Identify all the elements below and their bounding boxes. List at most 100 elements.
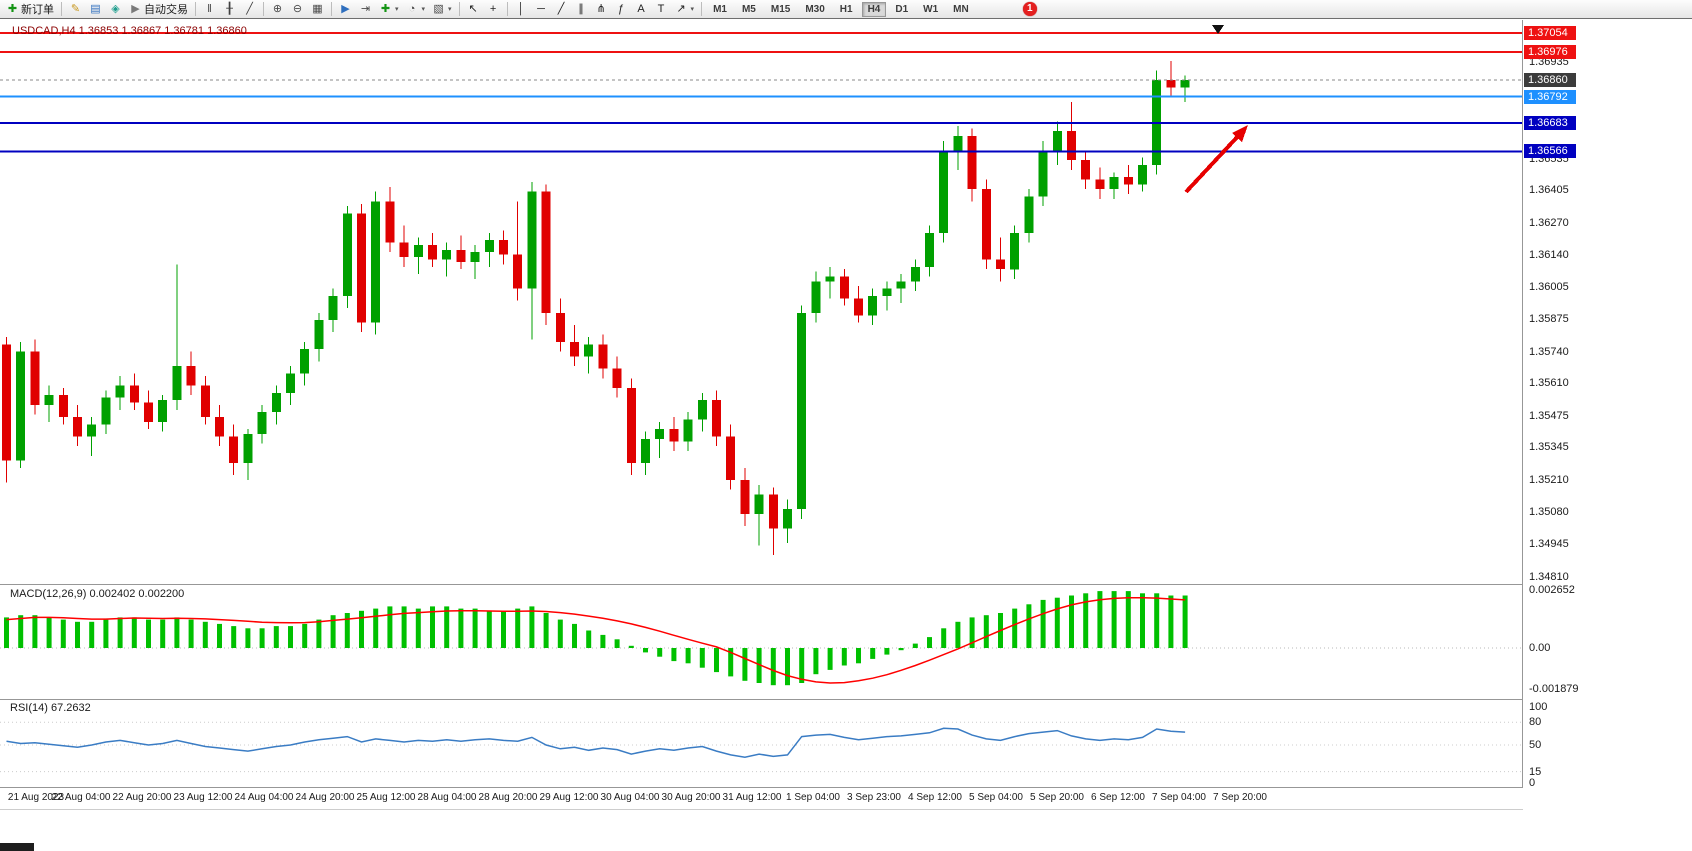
timeframe-h1-button[interactable]: H1 [839,3,853,15]
templates-button[interactable]: ▧ ▾ [429,1,455,18]
chart-shift-icon: ⇥ [360,3,371,15]
price-tick: 1.36140 [1529,248,1569,261]
timeframe-m15-button[interactable]: M15 [770,3,791,15]
periods-icon: ◔ [408,3,416,15]
price-axis[interactable]: 1.36935 1.36535 1.36405 1.36270 1.36140 1.360… [1523,0,1692,851]
channel-button[interactable]: ∥ [572,1,591,18]
price-tick: 1.35610 [1529,377,1569,390]
macd-tick: 0.00 [1529,642,1551,654]
text-label-icon: T [657,3,665,15]
time-label: 21 Aug 2023 [7,792,65,803]
new-order-icon: ✚ [7,3,18,15]
market-watch-button[interactable]: ▤ [86,1,105,18]
crosshair-button[interactable]: + [484,1,503,18]
dropdown-caret-icon[interactable]: ▾ [690,6,695,13]
zoom-out-button[interactable]: ⊖ [288,1,307,18]
price-tick: 1.36405 [1529,184,1569,197]
price-tick: 1.35475 [1529,409,1569,422]
market-watch-icon: ▤ [90,3,101,15]
dropdown-caret-icon[interactable]: ▾ [421,6,426,13]
bar-chart-button[interactable]: ‖ [200,1,219,18]
toolbar-separator [331,2,332,16]
main-chart[interactable] [0,20,1522,585]
rsi-tick: 15 [1529,765,1542,778]
price-tick: 1.36270 [1529,217,1569,230]
rsi-indicator-label: RSI(14) 67.2632 [10,702,91,714]
price-tick: 1.35875 [1529,312,1569,325]
candlestick-chart-button[interactable]: ╂ [220,1,239,18]
macd-panel-chart[interactable] [0,585,1522,700]
vertical-line-button[interactable]: │ [512,1,531,18]
indicators-icon: ✚ [380,3,391,15]
time-label: 24 Aug 20:00 [295,792,355,803]
price-tick: 1.34810 [1529,570,1569,583]
zoom-in-button[interactable]: ⊕ [268,1,287,18]
notification-badge[interactable]: 1 [1022,2,1037,16]
autoscroll-button[interactable]: ▶ [336,1,355,18]
price-badge-resistance-line: 1.37054 [1524,26,1576,41]
ohlc-bars-icon: ‖ [207,3,212,15]
line-chart-button[interactable]: ╱ [240,1,259,18]
autotrading-button-label: 自动交易 [144,4,188,16]
price-tick: 1.35080 [1529,505,1569,518]
dropdown-caret-icon[interactable]: ▾ [395,6,399,13]
tile-windows-button[interactable]: ▦ [308,1,327,18]
time-label: 23 Aug 12:00 [173,792,233,803]
new-order-button[interactable]: ✚ 新订单 [3,1,57,18]
toolbar-separator [458,2,460,16]
price-badge-current-price: 1.36860 [1524,73,1576,88]
horizontal-line-button[interactable]: ─ [532,1,551,18]
text-icon: A [637,3,645,15]
panel-separator[interactable] [0,699,1692,700]
time-label: 6 Sep 12:00 [1091,792,1145,803]
timeframe-m5-button[interactable]: M5 [741,3,756,15]
cursor-button[interactable]: ↖ [464,1,483,18]
navigator-icon: ◈ [111,3,120,15]
timeframe-d1-button[interactable]: D1 [895,3,909,15]
time-label: 22 Aug 04:00 [51,792,111,803]
chart-shift-button[interactable]: ⇥ [356,1,375,18]
metaeditor-icon: ✎ [70,3,81,15]
macd-tick: -0.001879 [1529,683,1579,696]
metaeditor-button[interactable]: ✎ [66,1,85,18]
panel-separator[interactable] [0,584,1692,585]
toolbar-separator [61,2,62,16]
timeframe-m30-button[interactable]: M30 [805,3,825,15]
price-tick: 1.34945 [1529,538,1569,551]
toolbar-separator [263,2,264,16]
timeframe-w1-button[interactable]: W1 [923,3,939,15]
macd-tick: 0.002652 [1529,584,1575,596]
arrows-button[interactable]: ↗ ▾ [672,1,698,18]
price-badge-resistance-line: 1.36976 [1524,45,1576,60]
indicators-button[interactable]: ✚ ▾ [376,1,402,18]
timeframe-h4-button[interactable]: H4 [861,1,887,17]
autotrading-button[interactable]: ▶ 自动交易 [126,1,191,18]
fibonacci-button[interactable]: ƒ [612,1,631,18]
trendline-button[interactable]: ╱ [552,1,571,18]
price-tick: 1.35740 [1529,345,1569,358]
time-label: 7 Sep 04:00 [1152,792,1206,803]
zoom-out-icon: ⊖ [292,3,303,15]
text-button[interactable]: A [632,1,651,18]
time-label: 28 Aug 20:00 [478,792,538,803]
line-chart-icon: ╱ [246,3,253,15]
time-label: 5 Sep 20:00 [1030,792,1084,803]
rsi-tick: 0 [1529,777,1536,789]
text-label-button[interactable]: T [652,1,671,18]
time-label: 5 Sep 04:00 [969,792,1023,803]
price-badge-level-line: 1.36683 [1524,116,1576,131]
dropdown-caret-icon[interactable]: ▾ [448,6,452,13]
pitchfork-button[interactable]: ⋔ [592,1,611,18]
window-resize-corner [0,843,34,851]
navigator-button[interactable]: ◈ [106,1,125,18]
periods-button[interactable]: ◔ ▾ [403,1,429,18]
timeframe-mn-button[interactable]: MN [953,3,969,15]
panel-separator [0,809,1692,810]
time-label: 7 Sep 20:00 [1213,792,1267,803]
panel-separator [0,787,1692,788]
price-badge-level-line: 1.36792 [1524,89,1576,104]
rsi-panel-chart[interactable] [0,700,1522,788]
toolbar: ✚ 新订单 ✎ ▤ ◈ ▶ 自动交易 ‖ ╂ ╱ ⊕ ⊖ ▦ ▶ ⇥ ✚ ▾ ◔ ▾ ▧ ▾ ↖ + │ ─ ╱ ∥ ⋔ ƒ A T ↗ ▾ M1… [0,0,1692,19]
time-axis[interactable]: 21 Aug 2023 22 Aug 04:00 22 Aug 20:00 23 Au… [0,788,1522,809]
timeframe-m1-button[interactable]: M1 [713,3,727,15]
